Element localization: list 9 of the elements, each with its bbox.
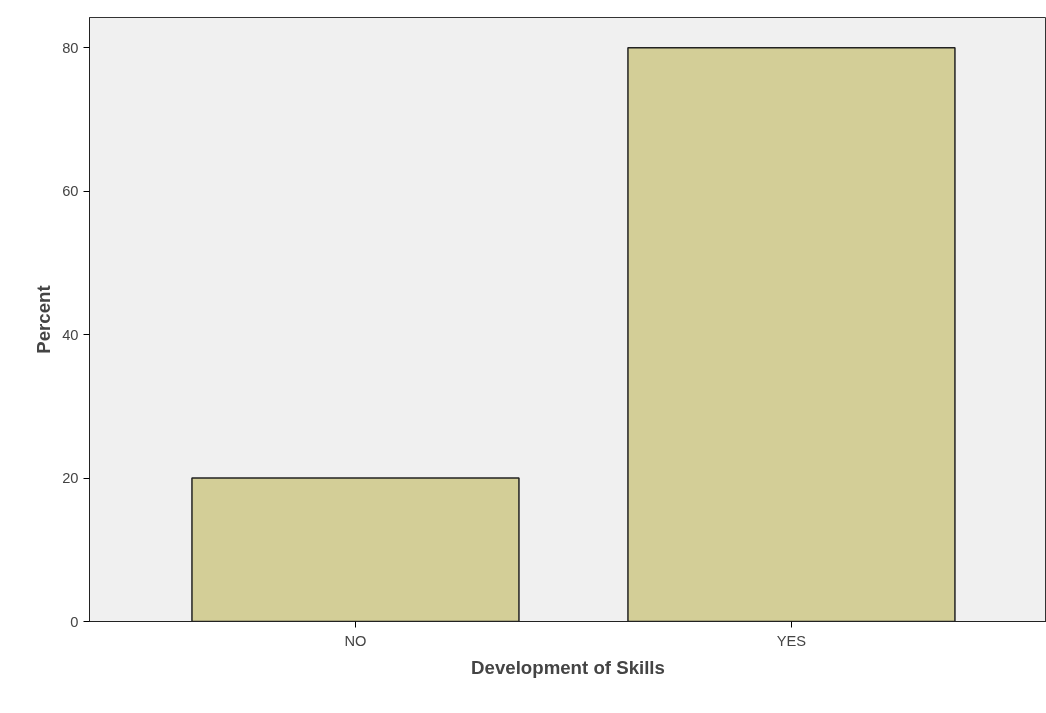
x-axis-title: Development of Skills [471,656,665,678]
y-tick-label: 40 [62,326,79,343]
y-tick-label: 0 [70,613,79,630]
y-axis-title: Percent [33,285,55,354]
x-tick-label: YES [776,632,807,649]
y-tick-label: 80 [62,39,79,56]
y-tick-label: 60 [62,183,79,200]
y-tick-label: 20 [62,470,79,487]
x-tick-label: NO [344,632,367,649]
